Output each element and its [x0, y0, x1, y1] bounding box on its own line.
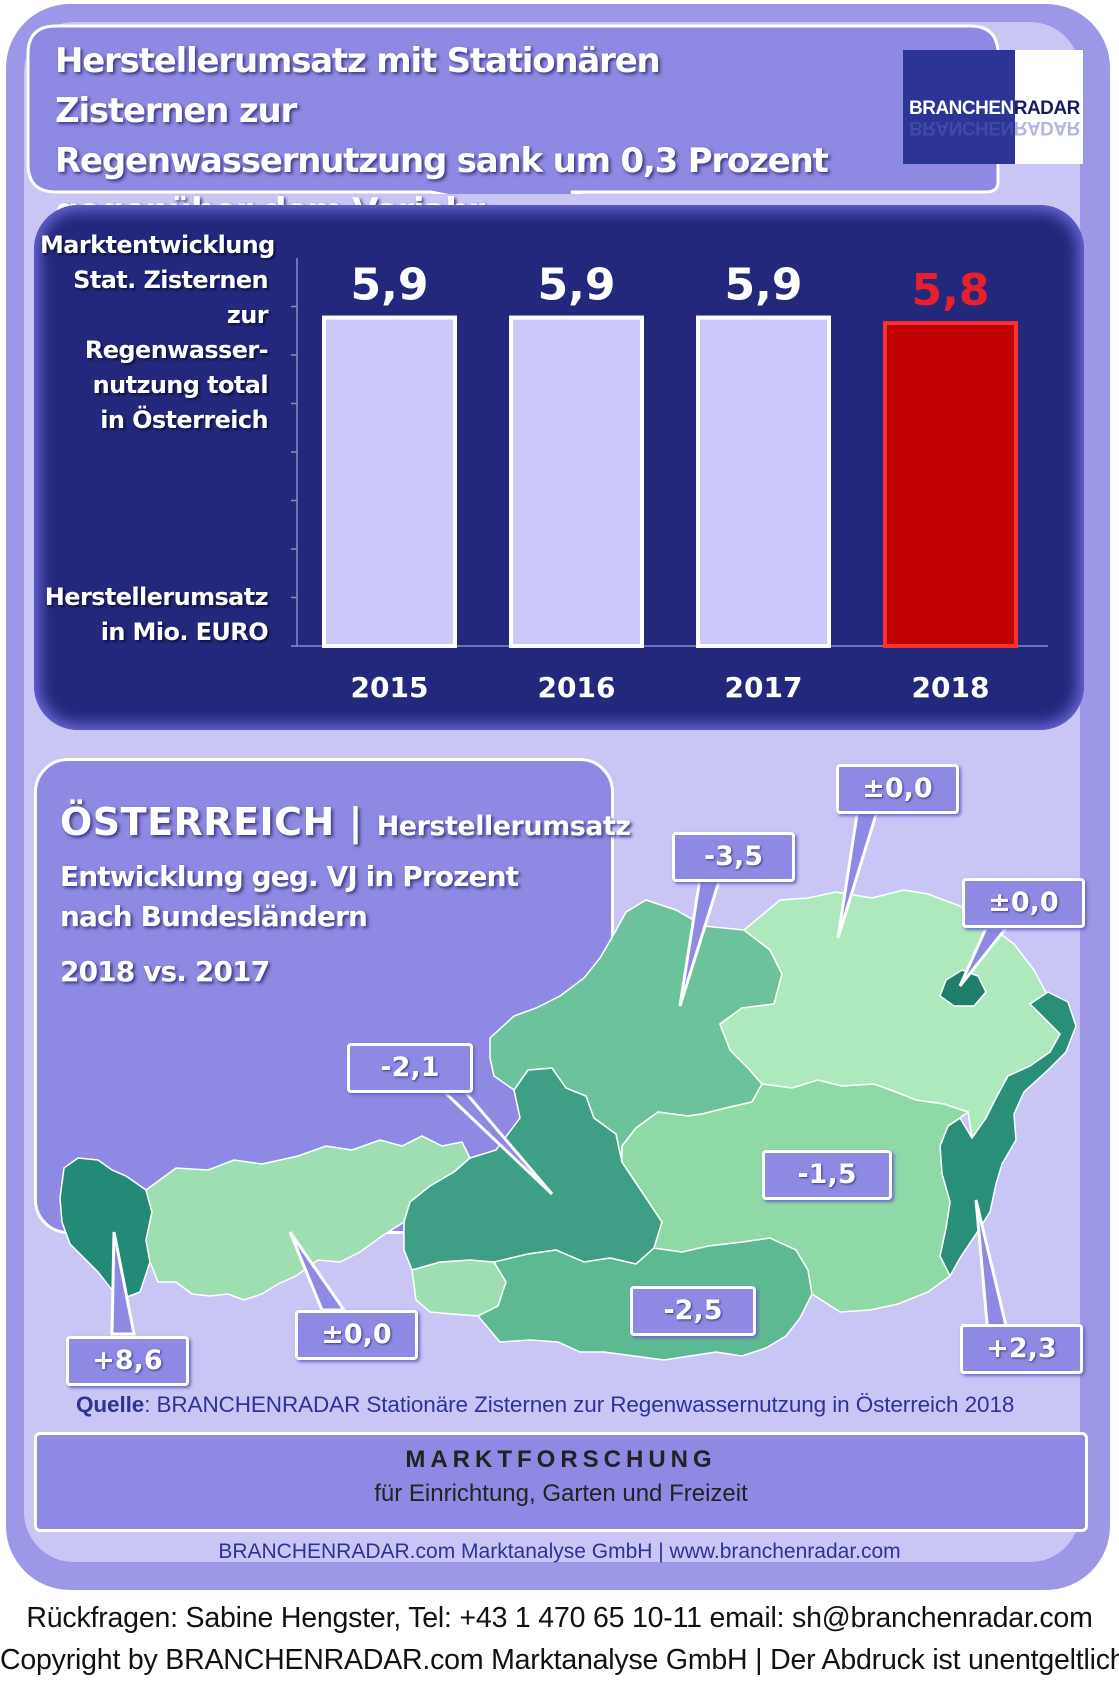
callout-vorarlberg: +8,6 — [66, 1336, 189, 1386]
y-axis-ticks — [291, 305, 297, 647]
map-title-sub: Herstellerumsatz — [376, 811, 631, 842]
value-label-2015: 5,9 — [351, 260, 429, 311]
y-title-line-2: Stat. Zisternen zur — [73, 266, 268, 329]
bar-2015 — [322, 315, 457, 648]
logo-block — [903, 50, 1015, 164]
value-label-2018: 5,8 — [912, 265, 990, 316]
footer-heading: MARKTFORSCHUNG — [405, 1446, 717, 1473]
callout-steiermark: -1,5 — [762, 1150, 892, 1200]
map-subtitle-2: nach Bundesländern — [60, 900, 368, 933]
y-title-line-1: Marktentwicklung — [40, 231, 275, 259]
bar-2017 — [696, 315, 831, 648]
callout-niederoesterreich: ±0,0 — [836, 764, 959, 814]
map-title: ÖSTERREICH | Herstellerumsatz — [60, 800, 631, 844]
source-label: Quelle — [76, 1392, 145, 1417]
callout-kaernten: -2,5 — [630, 1286, 756, 1336]
title-bubble — [26, 24, 1000, 194]
region-wien — [939, 969, 987, 1007]
pointer-oberoesterreich — [678, 876, 723, 1007]
y-title-line-4: nutzung total — [92, 371, 269, 399]
bar-chart: 5,9 2015 5,9 2016 5,9 2017 5,8 2018 — [291, 258, 1048, 704]
map-subtitle-1: Entwicklung geg. VJ in Prozent — [60, 860, 519, 893]
x-tick-label-2016: 2016 — [538, 671, 616, 704]
map-title-main: ÖSTERREICH — [60, 800, 335, 844]
source-line: Quelle: BRANCHENRADAR Stationäre Zistern… — [76, 1392, 1014, 1418]
logo-text: BRANCHENRADAR — [909, 98, 1080, 120]
region-vorarlberg — [59, 1157, 153, 1299]
pointer-burgenland — [974, 1199, 1010, 1336]
y-axis-title: Marktentwicklung Stat. Zisternen zur Reg… — [40, 228, 275, 438]
bar-2016 — [509, 315, 644, 648]
source-text: : BRANCHENRADAR Stationäre Zisternen zur… — [144, 1392, 1015, 1417]
x-tick-label-2018: 2018 — [912, 671, 990, 704]
y-unit-line-2: in Mio. EURO — [100, 618, 269, 646]
y-unit-line-1: Herstellerumsatz — [44, 583, 269, 611]
pointer-vorarlberg — [110, 1231, 136, 1336]
branchenradar-logo: BRANCHENRADAR BRANCHENRADAR — [903, 50, 1083, 164]
callout-tirol: ±0,0 — [295, 1310, 418, 1360]
callout-wien: ±0,0 — [962, 878, 1085, 928]
callout-burgenland: +2,3 — [960, 1324, 1083, 1374]
pointer-tirol — [288, 1231, 347, 1312]
value-label-2016: 5,9 — [538, 260, 616, 311]
bars: 5,9 2015 5,9 2016 5,9 2017 5,8 2018 — [322, 260, 1018, 704]
map-subtitle-3: 2018 vs. 2017 — [60, 955, 270, 988]
footer-band — [34, 1432, 1088, 1532]
footer-subheading: für Einrichtung, Garten und Freizeit — [374, 1480, 748, 1507]
callout-pointers — [110, 806, 1010, 1336]
callout-salzburg: -2,1 — [347, 1043, 473, 1093]
y-title-line-3: Regenwasser- — [84, 336, 269, 364]
title-line-2: Regenwassernutzung sank um 0,3 Prozent — [55, 141, 829, 181]
title-line-1: Herstellerumsatz mit Stationären Zistern… — [55, 41, 661, 131]
pointer-salzburg — [434, 1084, 554, 1196]
y-title-line-5: in Österreich — [100, 406, 268, 434]
contact-line: Rückfragen: Sabine Hengster, Tel: +43 1 … — [26, 1602, 1093, 1634]
copyright-line: Copyright by BRANCHENRADAR.com Marktanal… — [0, 1644, 1119, 1676]
logo-text-light: BRANCHEN — [909, 98, 1014, 119]
x-tick-label-2015: 2015 — [351, 671, 429, 704]
pointer-niederoesterreich — [836, 806, 881, 939]
callout-oberoesterreich: -3,5 — [672, 832, 795, 882]
x-tick-label-2017: 2017 — [725, 671, 803, 704]
pointer-wien — [958, 926, 1010, 987]
company-line: BRANCHENRADAR.com Marktanalyse GmbH | ww… — [218, 1540, 901, 1563]
bar-2018 — [883, 321, 1018, 648]
logo-text-dark: RADAR — [1013, 98, 1081, 119]
value-label-2017: 5,9 — [725, 260, 803, 311]
y-axis-unit: Herstellerumsatz in Mio. EURO — [40, 580, 269, 650]
